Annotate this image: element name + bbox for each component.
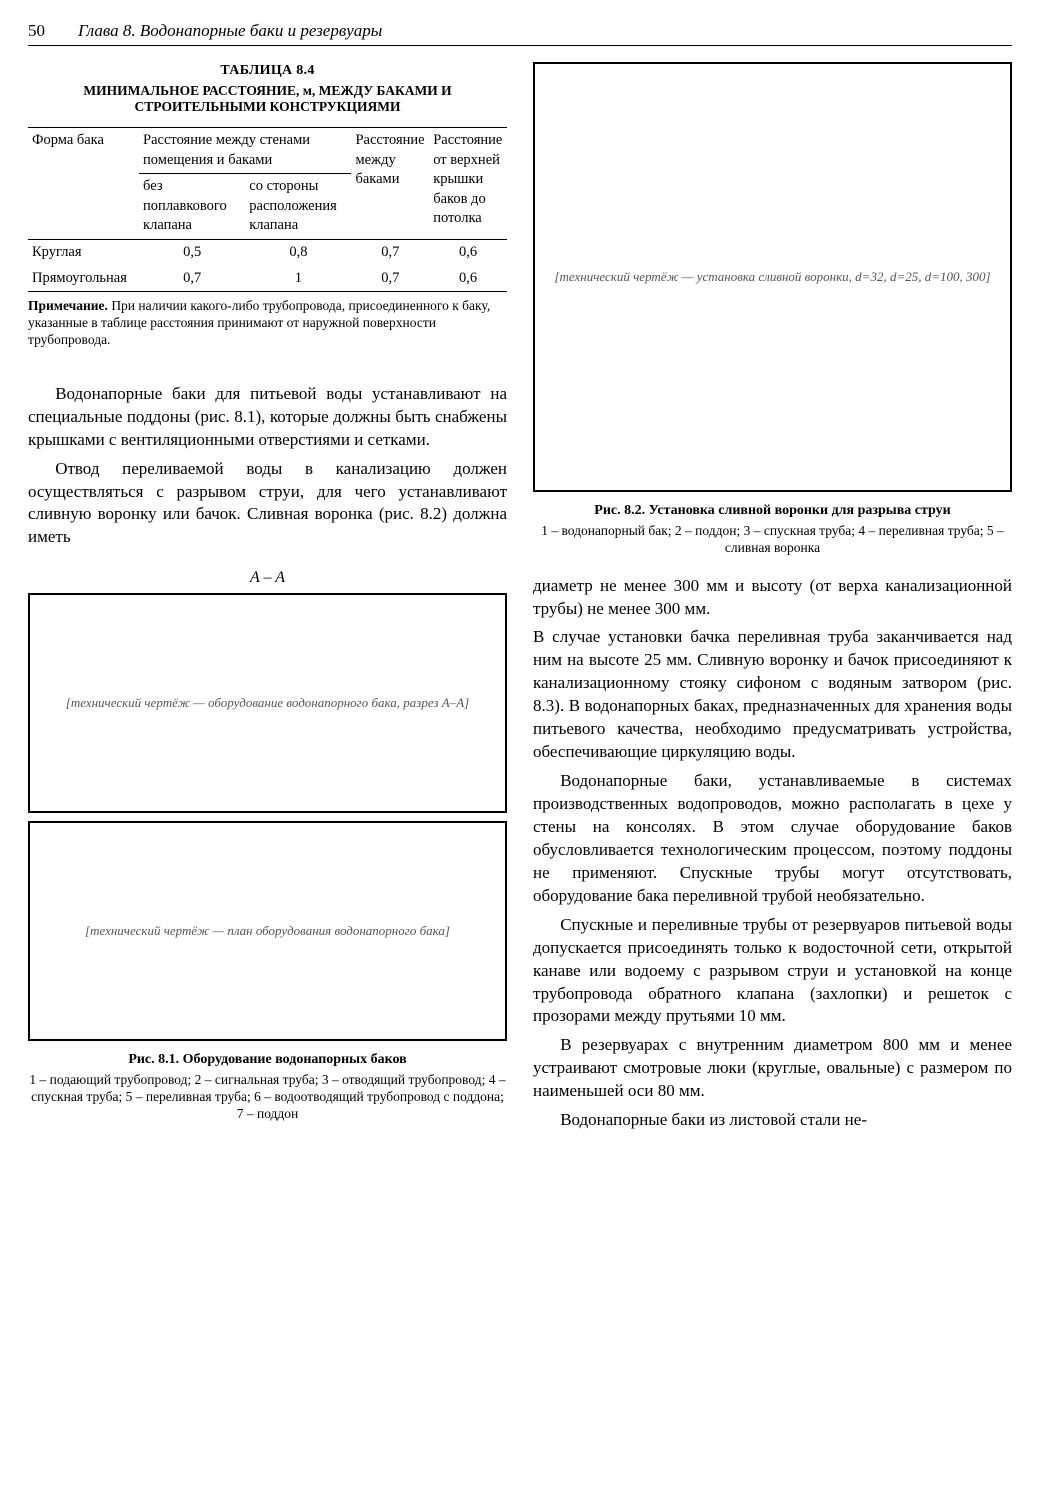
figure-8-1: A – A [технический чертёж — оборудование… [28,567,507,1122]
table-cell: 0,6 [429,266,507,292]
figure-8-2-title: Рис. 8.2. Установка сливной воронки для … [533,502,1012,521]
right-column: [технический чертёж — установка сливной … [533,62,1012,1138]
figure-8-2: [технический чертёж — установка сливной … [533,62,1012,557]
col-between: Расстояние между баками [351,128,429,240]
table-cell: 0,7 [139,266,245,292]
figure-8-1-bottom: [технический чертёж — план оборудования … [28,821,507,1041]
table-cell: 0,7 [351,240,429,266]
figure-8-1-caption: 1 – подающий трубопровод; 2 – сигнальная… [28,1072,507,1123]
two-column-layout: ТАБЛИЦА 8.4 МИНИМАЛЬНОЕ РАССТОЯНИЕ, м, М… [28,62,1012,1138]
body-paragraph: В случае установки бачка переливная труб… [533,626,1012,764]
table-row: Круглая [28,240,139,266]
note-label: Примечание. [28,298,108,313]
col-shape: Форма бака [28,128,139,240]
table-row: Прямоугольная [28,266,139,292]
body-paragraph: Водонапорные баки из листовой стали не- [533,1109,1012,1132]
figure-8-2-drawing: [технический чертёж — установка сливной … [533,62,1012,492]
col-ceiling: Расстояние от верхней крышки баков до по… [429,128,507,240]
body-paragraph: Спускные и переливные трубы от резервуар… [533,914,1012,1029]
table-cell: 0,8 [245,240,351,266]
page-number: 50 [28,20,78,43]
body-paragraph: Водонапорные баки для питьевой воды уста… [28,383,507,452]
left-column: ТАБЛИЦА 8.4 МИНИМАЛЬНОЕ РАССТОЯНИЕ, м, М… [28,62,507,1138]
figure-8-1-title: Рис. 8.1. Оборудование водонапорных бако… [28,1051,507,1070]
figure-8-1-top: [технический чертёж — оборудование водон… [28,593,507,813]
figure-8-2-caption: 1 – водонапорный бак; 2 – поддон; 3 – сп… [533,523,1012,557]
col-no-float: без поплавкового клапана [139,174,245,240]
body-paragraph: Отвод переливаемой воды в канализацию до… [28,458,507,550]
table-title: МИНИМАЛЬНОЕ РАССТОЯНИЕ, м, МЕЖДУ БАКАМИ … [28,83,507,115]
col-wall-dist: Расстояние между стенами помещения и бак… [139,128,351,174]
section-label: A – A [28,567,507,589]
running-header: 50 Глава 8. Водонапорные баки и резервуа… [28,20,1012,46]
col-with-valve: со стороны расположения клапана [245,174,351,240]
body-paragraph: диаметр не менее 300 мм и высоту (от вер… [533,575,1012,621]
body-paragraph: В резервуарах с внутренним диаметром 800… [533,1034,1012,1103]
table-cell: 0,5 [139,240,245,266]
chapter-title: Глава 8. Водонапорные баки и резервуары [78,20,382,43]
table-note: Примечание. При наличии какого-либо труб… [28,298,507,349]
table-cell: 0,7 [351,266,429,292]
table-cell: 0,6 [429,240,507,266]
body-paragraph: Водонапорные баки, устанавливаемые в сис… [533,770,1012,908]
table-cell: 1 [245,266,351,292]
table-label: ТАБЛИЦА 8.4 [28,62,507,81]
distance-table: Форма бака Расстояние между стенами поме… [28,127,507,292]
